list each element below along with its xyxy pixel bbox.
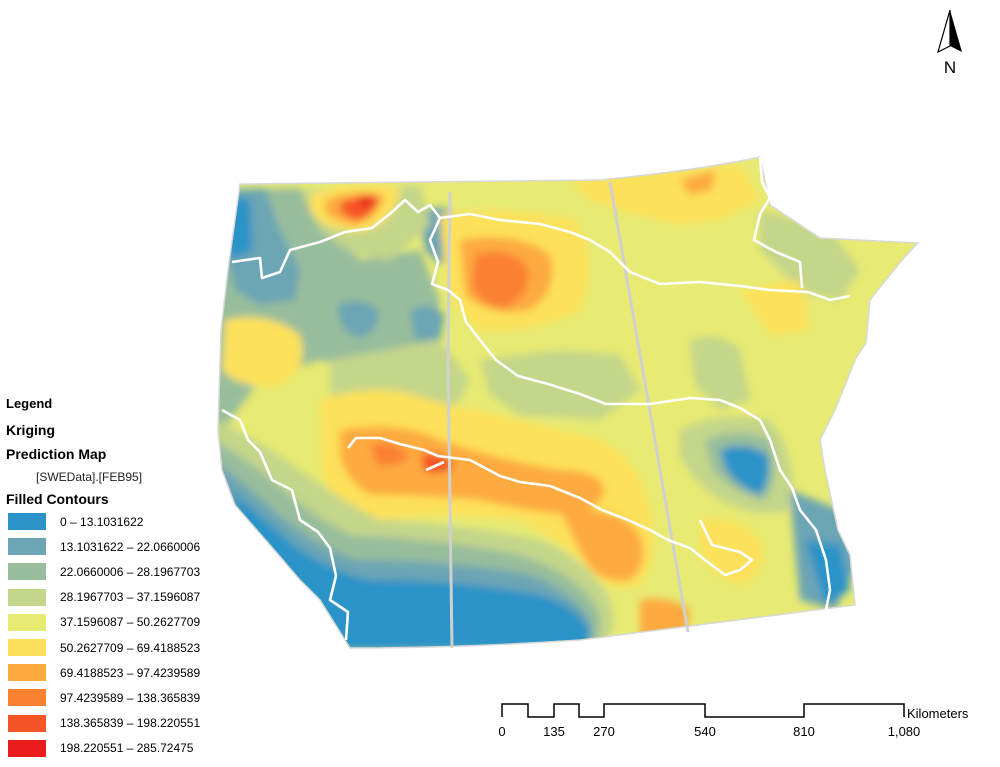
legend-class: 13.1031622 – 22.0660006 [6, 534, 236, 559]
legend-swatch [8, 664, 46, 682]
layer-title-line1: Kriging [6, 422, 55, 438]
legend-class: 97.4239589 – 138.365839 [6, 685, 236, 710]
scale-bar-graphic [501, 703, 905, 718]
north-arrow: N [930, 8, 970, 78]
scale-tick: 810 [793, 724, 815, 739]
legend-class-label: 0 – 13.1031622 [60, 514, 144, 529]
legend-swatch [8, 639, 46, 657]
north-letter: N [943, 58, 957, 77]
legend-swatch [8, 588, 46, 606]
legend-class-label: 22.0660006 – 28.1967703 [60, 564, 201, 579]
legend: Legend Kriging Prediction Map [SWEData].… [6, 396, 236, 761]
legend-class: 50.2627709 – 69.4188523 [6, 635, 236, 660]
legend-swatch [8, 714, 46, 732]
legend-classes: 0 – 13.1031622 13.1031622 – 22.0660006 22.… [6, 509, 236, 761]
scale-tick: 0 [498, 724, 506, 739]
legend-class-label: 97.4239589 – 138.365839 [60, 690, 201, 705]
legend-class-label: 37.1596087 – 50.2627709 [60, 615, 201, 630]
layer-field: [SWEData].[FEB95] [36, 470, 143, 484]
scale-tick: 1,080 [887, 724, 921, 739]
legend-class-label: 50.2627709 – 69.4188523 [60, 640, 201, 655]
province-border-east [608, 181, 690, 633]
legend-swatch [8, 689, 46, 707]
legend-swatch [8, 613, 46, 631]
legend-class: 37.1596087 – 50.2627709 [6, 610, 236, 635]
legend-class: 198.220551 – 285.72475 [6, 736, 236, 761]
north-arrow-icon [937, 9, 962, 54]
province-border-west [446, 191, 454, 649]
legend-class-label: 13.1031622 – 22.0660006 [60, 539, 201, 554]
basin-boundaries [221, 156, 851, 641]
legend-class: 28.1967703 – 37.1596087 [6, 585, 236, 610]
scale-unit: Kilometers [907, 706, 969, 721]
layer-title: Kriging Prediction Map [6, 418, 236, 466]
legend-swatch [8, 739, 46, 757]
scale-tick: 270 [593, 724, 615, 739]
legend-class: 22.0660006 – 28.1967703 [6, 559, 236, 584]
legend-subheading: Filled Contours [6, 491, 109, 507]
legend-class: 0 – 13.1031622 [6, 509, 236, 534]
legend-class: 138.365839 – 198.220551 [6, 711, 236, 736]
scale-bar: Kilometers 0 135 270 540 810 1,080 [495, 698, 968, 748]
legend-swatch [8, 538, 46, 556]
region-outline [217, 156, 920, 649]
scale-tick: 540 [694, 724, 716, 739]
layer-title-line2: Prediction Map [6, 446, 107, 462]
legend-class-label: 198.220551 – 285.72475 [60, 741, 194, 756]
legend-class-label: 138.365839 – 198.220551 [60, 716, 201, 731]
legend-class-label: 69.4188523 – 97.4239589 [60, 665, 201, 680]
legend-class: 69.4188523 – 97.4239589 [6, 660, 236, 685]
contour-surface [218, 157, 918, 648]
legend-swatch [8, 513, 46, 531]
legend-class-label: 28.1967703 – 37.1596087 [60, 590, 201, 605]
legend-title: Legend [6, 396, 53, 411]
legend-swatch [8, 563, 46, 581]
scale-tick: 135 [543, 724, 565, 739]
